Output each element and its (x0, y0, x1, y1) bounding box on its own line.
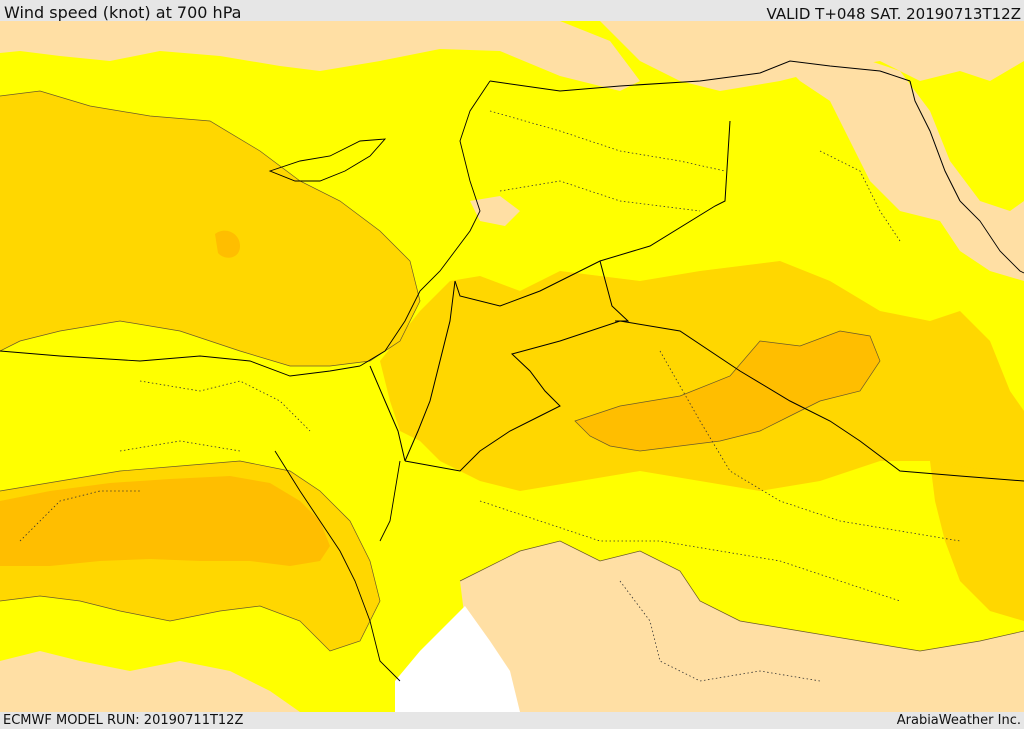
header-bar: Wind speed (knot) at 700 hPa VALID T+048… (0, 0, 1024, 23)
footer-bar: ECMWF MODEL RUN: 20190711T12Z ArabiaWeat… (0, 712, 1024, 729)
valid-time: VALID T+048 SAT. 20190713T12Z (766, 5, 1021, 23)
wind-speed-map (0, 21, 1024, 712)
strongest-wind-regions (0, 230, 880, 566)
map-title: Wind speed (knot) at 700 hPa (4, 3, 242, 22)
map-svg (0, 21, 1024, 712)
country-borders (369, 60, 1024, 482)
admin-boundaries (19, 110, 961, 682)
no-data-region (395, 606, 520, 712)
model-run: ECMWF MODEL RUN: 20190711T12Z (3, 713, 244, 728)
credit-text: ArabiaWeather Inc. (896, 713, 1021, 728)
coastlines (0, 80, 1024, 682)
